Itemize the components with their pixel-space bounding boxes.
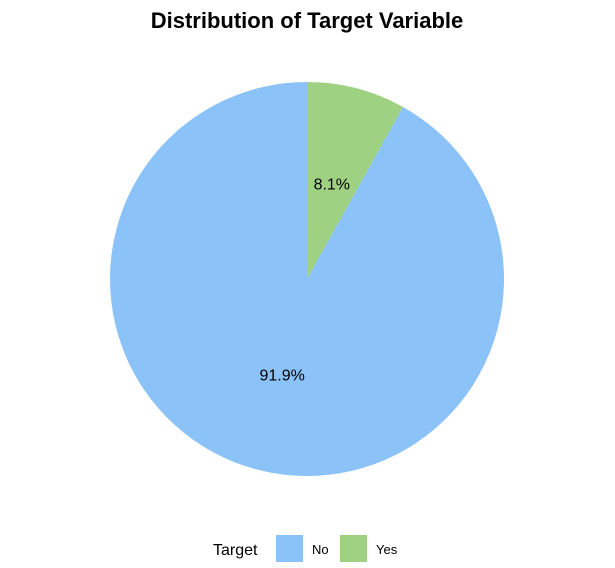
legend-key-yes [340,535,367,562]
legend-key-no [276,535,303,562]
pie-slice-no [109,82,504,476]
pie-slice-yes [307,82,403,279]
legend-label-yes: Yes [376,542,398,557]
pie-slices [109,82,504,476]
legend-title: Target [213,542,258,559]
legend: Target No Yes [213,535,398,562]
slice-label-no: 91.9% [260,367,305,384]
pie-slice-labels: 8.1% 91.9% [260,177,351,385]
slice-label-yes: 8.1% [314,177,350,194]
chart-title: Distribution of Target Variable [151,8,464,33]
legend-label-no: No [312,542,329,557]
